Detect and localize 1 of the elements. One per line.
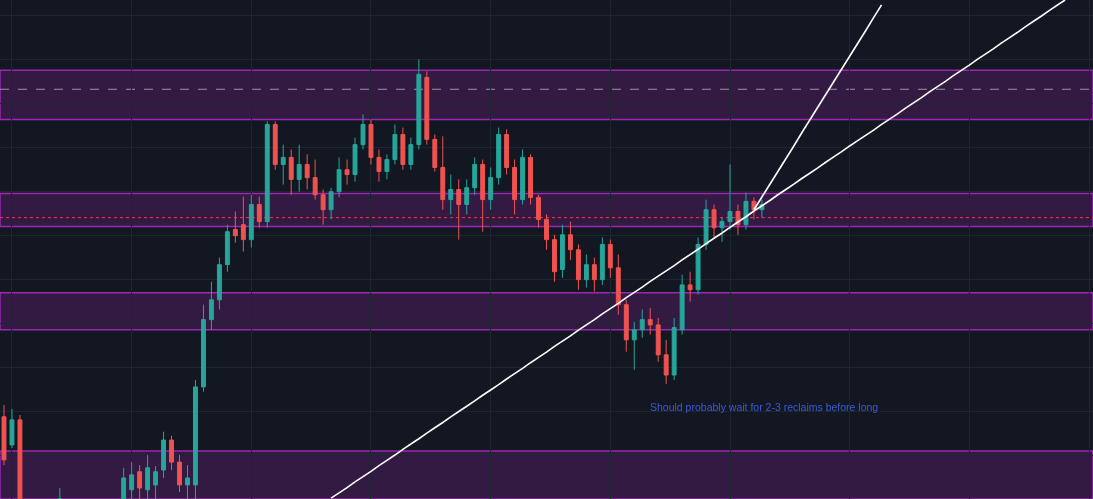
annotation: Should probably wait for 2-3 reclaims before long — [650, 401, 879, 413]
